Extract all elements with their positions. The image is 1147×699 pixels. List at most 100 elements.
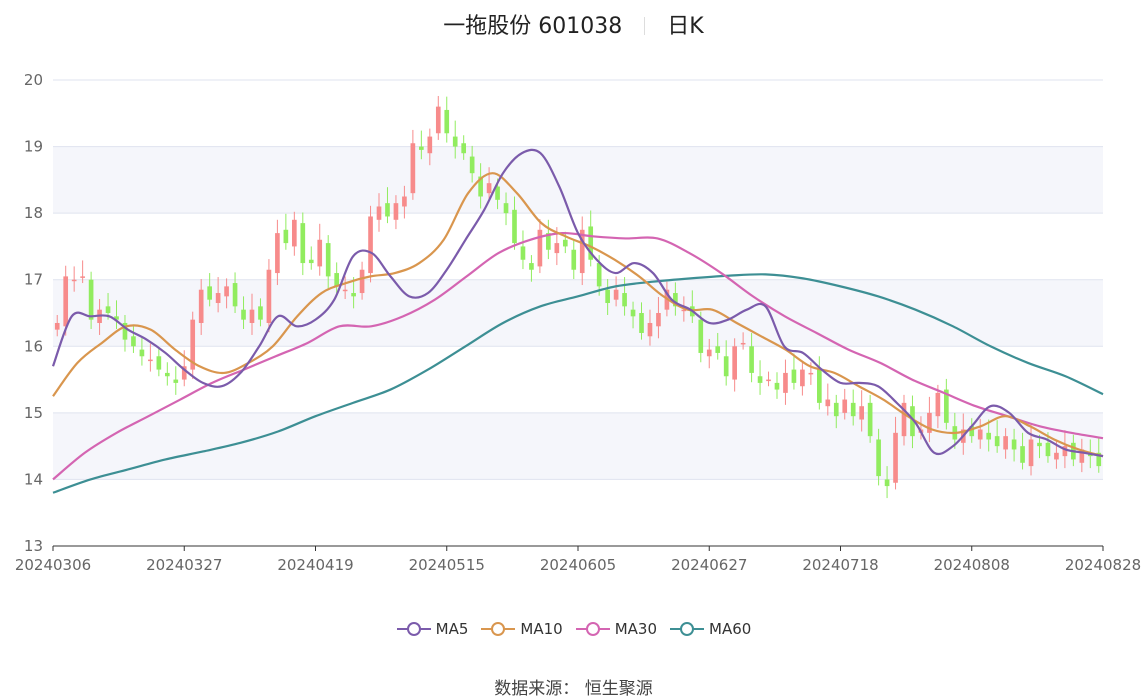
band <box>53 146 1103 214</box>
candle-body <box>656 313 661 327</box>
legend-marker-icon <box>396 622 431 636</box>
candle <box>266 259 272 333</box>
plot-background <box>53 146 1103 480</box>
candle-body <box>876 439 881 477</box>
candle <box>927 396 932 443</box>
candle <box>469 145 475 183</box>
candle-body <box>198 289 204 323</box>
candle <box>54 314 60 337</box>
candle <box>156 348 162 377</box>
candle <box>198 279 204 335</box>
candle-body <box>452 136 458 147</box>
candle <box>131 325 136 353</box>
candle-body <box>444 109 450 134</box>
legend-label: MA60 <box>709 620 752 638</box>
candle-body <box>817 369 822 403</box>
candle <box>740 332 746 350</box>
candle <box>630 301 636 329</box>
candle-body <box>681 309 687 312</box>
candle-body <box>224 286 229 297</box>
legend-marker-icon <box>575 622 610 636</box>
candle <box>114 300 119 329</box>
chart-title: 一拖股份 601038 日K <box>0 8 1147 40</box>
candle <box>520 230 526 270</box>
candle-body <box>571 249 577 270</box>
candle <box>529 255 534 282</box>
candle <box>80 260 85 284</box>
candle <box>673 282 678 316</box>
source-name: 恒生聚源 <box>584 679 653 699</box>
title-divider <box>644 17 646 35</box>
legend-item-ma60[interactable]: MA60 <box>669 620 751 638</box>
candle-body <box>1037 442 1042 447</box>
candle-body <box>867 402 873 437</box>
candle <box>605 279 610 315</box>
candle-body <box>994 436 1000 447</box>
candle-body <box>503 203 509 214</box>
legend-item-ma10[interactable]: MA10 <box>480 620 563 638</box>
legend-item-ma30[interactable]: MA30 <box>575 620 657 638</box>
y-tick-label: 19 <box>24 138 43 156</box>
candle-body <box>249 309 255 323</box>
y-axis: 13 14 15 16 17 18 19 20 <box>24 71 43 555</box>
candle-body <box>105 306 111 313</box>
candle-body <box>71 279 77 282</box>
candle-body <box>122 322 128 340</box>
moving-average-lines <box>51 148 1104 494</box>
candle-body <box>190 319 196 370</box>
candle-body <box>181 366 187 380</box>
candle-body <box>215 293 221 304</box>
candle-body <box>232 283 238 307</box>
candle-body <box>529 263 534 270</box>
candle <box>63 265 69 336</box>
ma60-line <box>52 273 1104 494</box>
legend-label: MA30 <box>614 620 658 638</box>
candle <box>368 205 373 283</box>
candle-body <box>520 246 526 260</box>
candle-body <box>486 183 492 194</box>
candle <box>275 219 280 286</box>
candle-body <box>1028 439 1034 467</box>
candle <box>419 130 424 160</box>
candle-body <box>1020 446 1025 463</box>
candle-body <box>647 322 653 337</box>
period-label[interactable]: 日K <box>667 14 704 39</box>
candle <box>376 193 382 232</box>
candle-body <box>622 293 627 307</box>
candle <box>478 163 483 209</box>
candle-body <box>944 389 949 423</box>
legend-item-ma5[interactable]: MA5 <box>396 620 468 638</box>
candle <box>393 195 399 230</box>
candle-body <box>54 322 60 330</box>
candle-body <box>588 226 594 260</box>
candle-body <box>1079 449 1085 463</box>
candle-body <box>258 306 263 320</box>
x-tick-label: 20240419 <box>277 556 353 574</box>
y-tick-label: 14 <box>24 470 43 488</box>
y-tick-label: 20 <box>24 71 43 89</box>
candle-body <box>706 349 712 357</box>
candle <box>656 297 661 339</box>
candle <box>427 128 433 166</box>
candle-body <box>300 223 306 264</box>
candle <box>994 420 1000 453</box>
candle <box>1003 428 1008 459</box>
candle-body <box>393 203 399 220</box>
candle <box>842 388 848 420</box>
candle <box>325 235 331 289</box>
candle-body <box>1045 442 1051 457</box>
candle-body <box>461 143 467 154</box>
candle <box>647 309 653 346</box>
candle <box>342 276 348 300</box>
candle-body <box>308 259 314 264</box>
x-tick-label: 20240808 <box>934 556 1010 574</box>
candle-body <box>723 356 729 377</box>
candle-body <box>850 402 856 417</box>
candle <box>308 246 314 270</box>
candle-body <box>512 209 517 244</box>
candle-body <box>842 399 848 413</box>
candle-body <box>740 342 746 345</box>
candle-body <box>673 293 678 307</box>
candle-body <box>825 399 831 407</box>
candle <box>444 96 450 143</box>
